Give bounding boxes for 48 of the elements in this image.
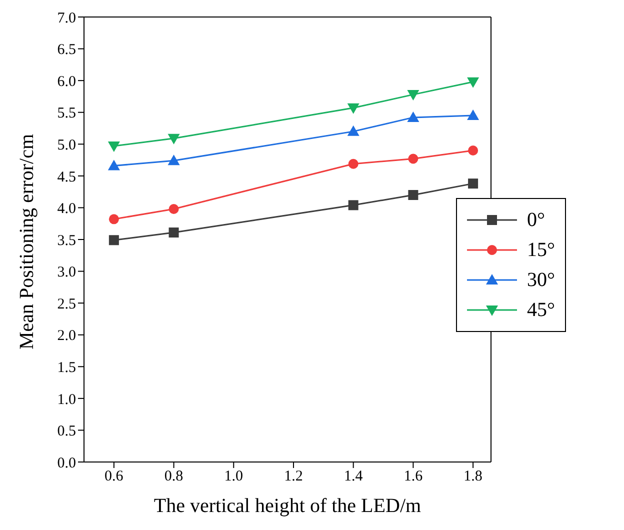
point (108, 214, 119, 224)
y-tick-label: 1.0 (57, 392, 76, 408)
x-tick-label: 1.6 (404, 468, 424, 485)
y-tick-label: 1.5 (57, 360, 76, 376)
legend-label: 0° (527, 208, 545, 232)
y-tick-label: 5.5 (57, 106, 76, 122)
x-tick-label: 1.0 (224, 468, 244, 485)
y-tick-label: 4.0 (57, 201, 76, 218)
x-tick-label: 0.6 (104, 468, 124, 485)
legend-label: 45° (527, 298, 555, 322)
point (468, 146, 478, 156)
point (108, 160, 120, 170)
point (467, 77, 480, 88)
y-tick-label: 4.5 (57, 169, 76, 186)
x-tick-label: 1.8 (464, 468, 482, 485)
y-tick-label: 6.0 (57, 74, 76, 90)
point (348, 158, 358, 169)
y-tick-label: 3.5 (57, 232, 76, 249)
point (408, 190, 418, 200)
y-tick-label: 2.5 (57, 296, 76, 312)
x-tick-label: 1.4 (344, 468, 364, 485)
legend-label: 30° (527, 268, 555, 292)
point (108, 142, 120, 152)
point (347, 125, 360, 136)
point (348, 200, 358, 210)
y-tick-label: 7.0 (57, 10, 76, 26)
y-tick-label: 5.0 (57, 137, 76, 154)
point (168, 134, 180, 144)
y-tick-label: 0.5 (57, 424, 76, 440)
point (408, 154, 418, 164)
y-axis-title: Mean Positioning error/cm (16, 134, 38, 350)
point (108, 235, 119, 246)
x-axis-title: The vertical height of the LED/m (154, 495, 422, 517)
x-tick-label: 0.8 (164, 468, 184, 485)
y-tick-label: 3.0 (57, 264, 76, 281)
point (467, 110, 480, 120)
point (168, 154, 180, 166)
point (407, 90, 420, 101)
x-tick-label: 1.2 (284, 468, 303, 485)
y-tick-label: 0.0 (57, 455, 76, 472)
point (407, 111, 420, 122)
point (347, 103, 360, 114)
legend-label: 15° (527, 238, 555, 262)
y-tick-label: 2.0 (57, 328, 76, 344)
point (168, 204, 179, 214)
y-tick-label: 6.5 (57, 42, 76, 58)
point (468, 178, 478, 189)
point (168, 228, 179, 238)
